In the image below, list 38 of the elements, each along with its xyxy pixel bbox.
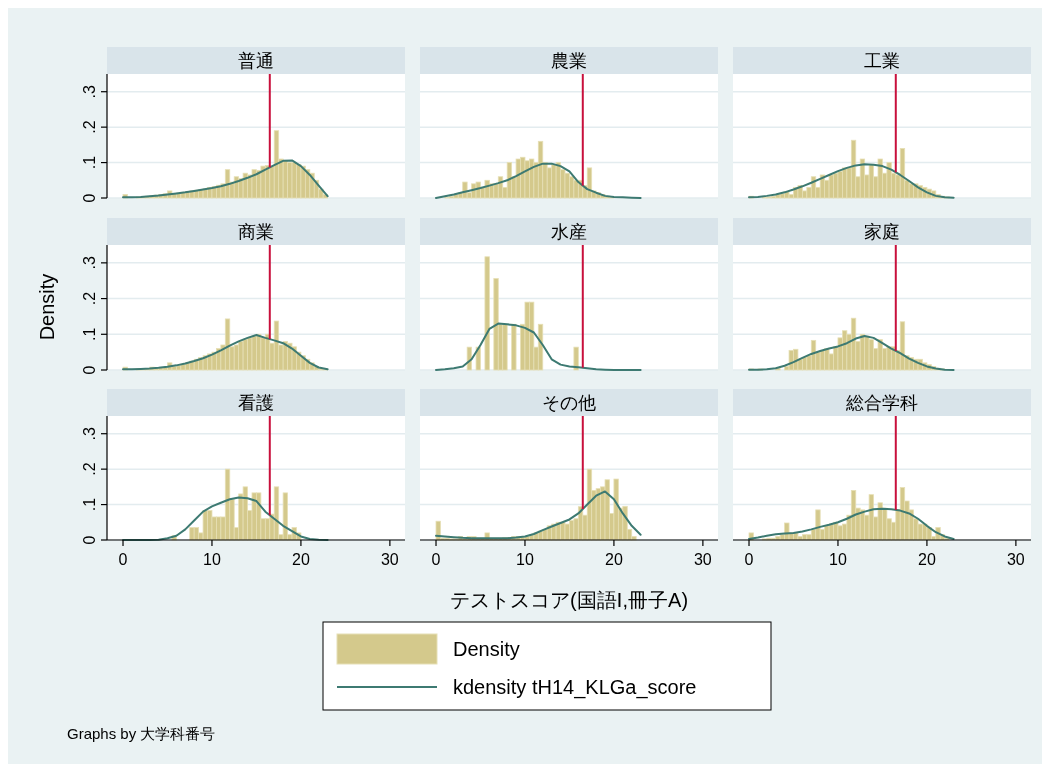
x-tick-label: 20 <box>292 551 310 568</box>
chart-title: 農業 <box>551 51 587 71</box>
y-tick-label: 0 <box>81 535 98 545</box>
y-tick-label: .2 <box>81 120 98 134</box>
x-tick-label: 30 <box>380 551 399 568</box>
chart-title: 工業 <box>864 51 900 71</box>
y-tick-label: .1 <box>81 155 98 170</box>
y-tick-label: .2 <box>81 291 98 306</box>
y-tick-label: .1 <box>81 497 98 512</box>
x-tick-label: 30 <box>1006 551 1025 568</box>
y-tick-label: .3 <box>81 426 98 441</box>
x-tick-label: 20 <box>918 551 936 568</box>
x-axis-title: テストスコア(国語Ⅰ,冊子A) <box>449 589 689 611</box>
x-tick-label: 20 <box>605 551 623 568</box>
text: Graphs by 大学科番号 <box>67 725 216 742</box>
chart-title: 看護 <box>238 393 274 413</box>
x-tick-label: 0 <box>431 551 441 568</box>
y-tick-label: .1 <box>81 327 98 341</box>
x-tick-label: 0 <box>744 551 754 568</box>
y-axis-title: Density <box>36 273 58 341</box>
chart-title: 水産 <box>551 222 587 242</box>
x-tick-label: 10 <box>516 551 534 568</box>
x-tick-label: 30 <box>693 551 712 568</box>
x-tick-label: 0 <box>118 551 128 568</box>
x-tick-label: 10 <box>203 551 221 568</box>
chart-title: 普通 <box>238 51 274 71</box>
legend-label: Density <box>453 638 520 660</box>
y-tick-label: 0 <box>81 193 98 203</box>
chart-title: その他 <box>542 393 596 413</box>
chart-title: 家庭 <box>864 222 900 242</box>
chart-title: 総合学科 <box>845 393 918 413</box>
y-tick-label: .2 <box>81 462 98 476</box>
y-tick-label: .3 <box>81 256 98 270</box>
x-tick-label: 10 <box>829 551 847 568</box>
y-tick-label: 0 <box>81 365 98 375</box>
y-tick-label: .3 <box>81 84 98 99</box>
legend-label: kdensity tH14_KLGa_score <box>453 676 697 699</box>
chart-title: 商業 <box>238 222 274 242</box>
